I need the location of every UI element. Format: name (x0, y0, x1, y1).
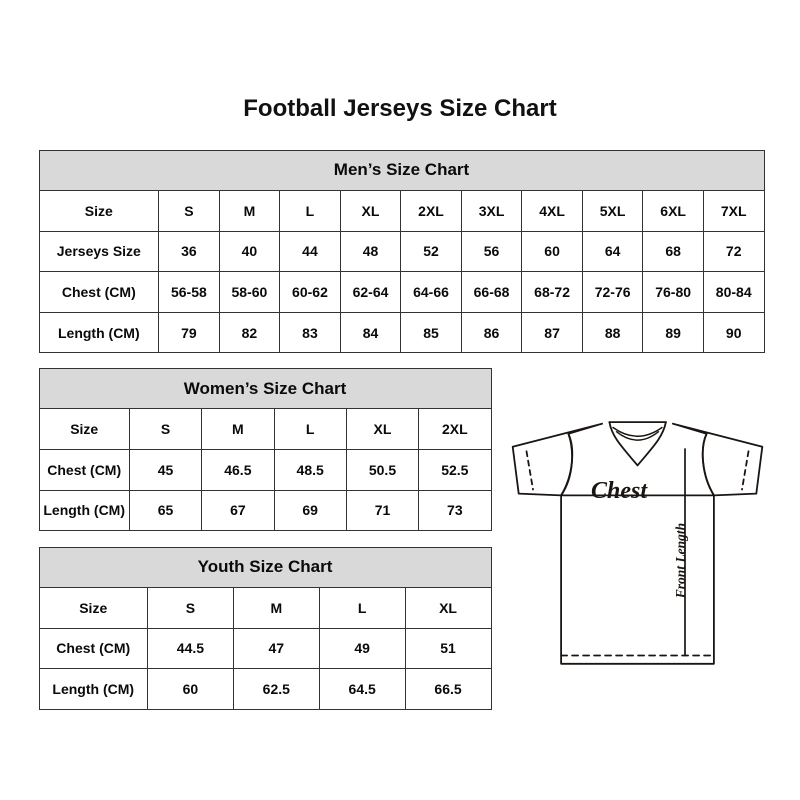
svg-text:Chest: Chest (591, 478, 648, 504)
svg-text:Front Length: Front Length (673, 523, 688, 599)
